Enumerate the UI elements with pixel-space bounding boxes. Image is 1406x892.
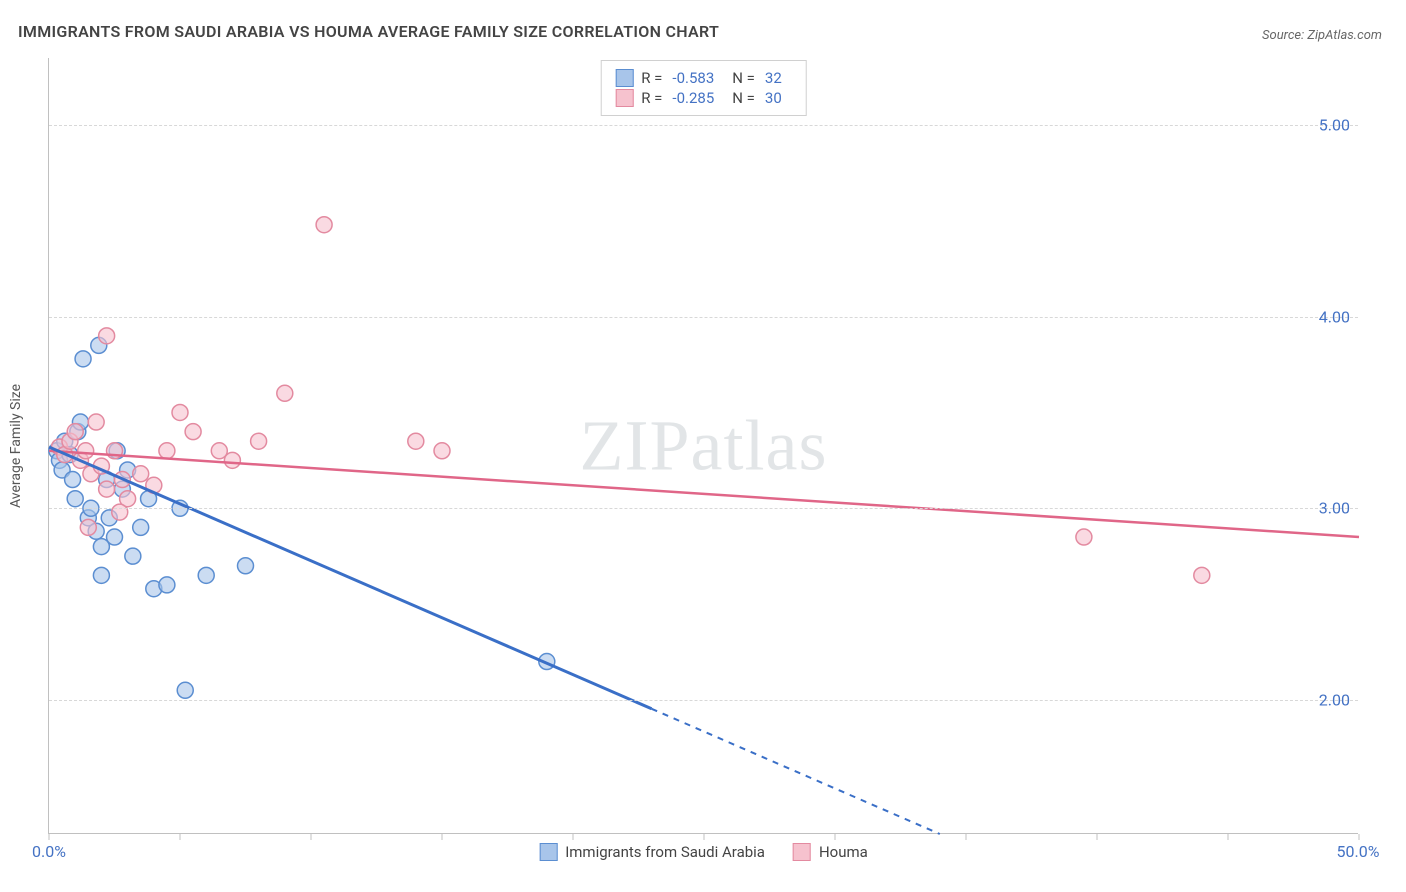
scatter-point [67,424,83,440]
scatter-point [133,519,149,535]
source-attribution: Source: ZipAtlas.com [1262,28,1382,43]
scatter-point [185,424,201,440]
n-value-b: 30 [765,89,782,107]
legend-item-a: Immigrants from Saudi Arabia [539,843,765,861]
plot-area: ZIPatlas R = -0.583 N = 32 R = -0.285 N … [48,58,1358,834]
stats-row-a: R = -0.583 N = 32 [615,69,792,87]
scatter-point [99,481,115,497]
legend-label-a: Immigrants from Saudi Arabia [565,843,765,861]
scatter-point [65,472,81,488]
r-label: R = [641,69,662,87]
x-tick-min: 0.0% [32,842,66,861]
scatter-point [198,567,214,583]
scatter-point [172,404,188,420]
chart-title: IMMIGRANTS FROM SAUDI ARABIA VS HOUMA AV… [18,22,719,41]
grid-line [49,125,1358,126]
stats-row-b: R = -0.285 N = 30 [615,89,792,107]
chart-svg [49,58,1358,833]
y-tick-label: 5.00 [1319,116,1350,135]
stats-legend-box: R = -0.583 N = 32 R = -0.285 N = 30 [600,60,807,116]
n-label: N = [732,69,755,87]
scatter-point [1076,529,1092,545]
scatter-point [133,466,149,482]
grid-line [49,317,1358,318]
y-tick-label: 2.00 [1319,690,1350,709]
scatter-point [251,433,267,449]
scatter-point [93,567,109,583]
y-tick-label: 3.00 [1319,499,1350,518]
scatter-point [99,328,115,344]
scatter-point [224,452,240,468]
scatter-point [112,504,128,520]
scatter-point [1194,567,1210,583]
trend-line-b [49,451,1359,537]
r-label: R = [641,89,662,107]
n-label: N = [732,89,755,107]
scatter-point [408,433,424,449]
scatter-point [159,443,175,459]
swatch-a [539,843,557,861]
y-tick-label: 4.00 [1319,307,1350,326]
scatter-point [67,491,83,507]
swatch-b [615,89,633,107]
scatter-point [78,443,94,459]
trend-line-a-solid [49,447,652,709]
swatch-a [615,69,633,87]
trend-line-a-dashed [652,709,940,834]
y-axis-label: Average Family Size [8,384,24,508]
scatter-point [159,577,175,593]
swatch-b [793,843,811,861]
scatter-point [316,217,332,233]
r-value-a: -0.583 [672,69,714,87]
chart-container: IMMIGRANTS FROM SAUDI ARABIA VS HOUMA AV… [0,0,1406,892]
scatter-point [434,443,450,459]
scatter-point [75,351,91,367]
legend-label-b: Houma [819,843,868,861]
scatter-point [177,682,193,698]
legend-item-b: Houma [793,843,868,861]
x-tick-max: 50.0% [1337,842,1380,861]
grid-line [49,700,1358,701]
scatter-point [88,414,104,430]
n-value-a: 32 [765,69,782,87]
scatter-point [80,519,96,535]
grid-line [49,508,1358,509]
scatter-point [107,529,123,545]
bottom-legend: Immigrants from Saudi Arabia Houma [539,843,868,861]
scatter-point [238,558,254,574]
scatter-point [125,548,141,564]
r-value-b: -0.285 [672,89,714,107]
scatter-point [277,385,293,401]
